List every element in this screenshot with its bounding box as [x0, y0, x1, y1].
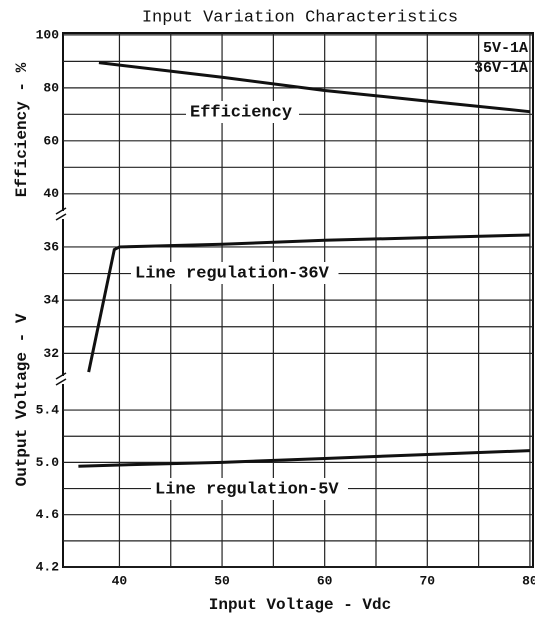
axis-break — [55, 207, 67, 215]
x-tick-label: 60 — [317, 573, 333, 588]
label-bg — [131, 262, 339, 284]
series-label: Efficiency — [190, 103, 292, 122]
x-tick-label: 70 — [419, 573, 435, 588]
y-tick-label: 60 — [43, 133, 59, 148]
axis-break — [55, 372, 67, 380]
line — [78, 449, 530, 468]
axis-break — [55, 213, 67, 221]
series-label: Line regulation-36V — [135, 264, 330, 283]
label-bg — [186, 101, 299, 123]
y-tick-label: 34 — [43, 293, 59, 308]
axis-break — [55, 378, 67, 386]
y-tick-label: 4.2 — [36, 559, 60, 574]
series-label: Line regulation-5V — [155, 480, 339, 499]
y-tick-label: 80 — [43, 80, 59, 95]
x-tick-label: 80 — [522, 573, 535, 588]
x-tick-label: 40 — [112, 573, 128, 588]
y-tick-label: 4.6 — [36, 507, 60, 522]
y-tick-label: 32 — [43, 346, 59, 361]
chart-title: Input Variation Characteristics — [142, 8, 458, 27]
annotation: 36V-1A — [474, 60, 528, 77]
annotation: 5V-1A — [483, 40, 528, 57]
y-tick-label: 5.4 — [36, 403, 60, 418]
y-axis-label: Efficiency - % — [13, 62, 31, 197]
y-tick-label: 100 — [36, 27, 60, 42]
label-bg — [151, 478, 348, 500]
x-axis-label: Input Voltage - Vdc — [209, 596, 391, 614]
y-axis-label: Output Voltage - V — [13, 313, 31, 486]
y-tick-label: 36 — [43, 239, 59, 254]
y-tick-label: 40 — [43, 186, 59, 201]
line — [87, 233, 530, 373]
line — [98, 61, 531, 114]
y-tick-label: 5.0 — [36, 455, 60, 470]
x-tick-label: 50 — [214, 573, 230, 588]
